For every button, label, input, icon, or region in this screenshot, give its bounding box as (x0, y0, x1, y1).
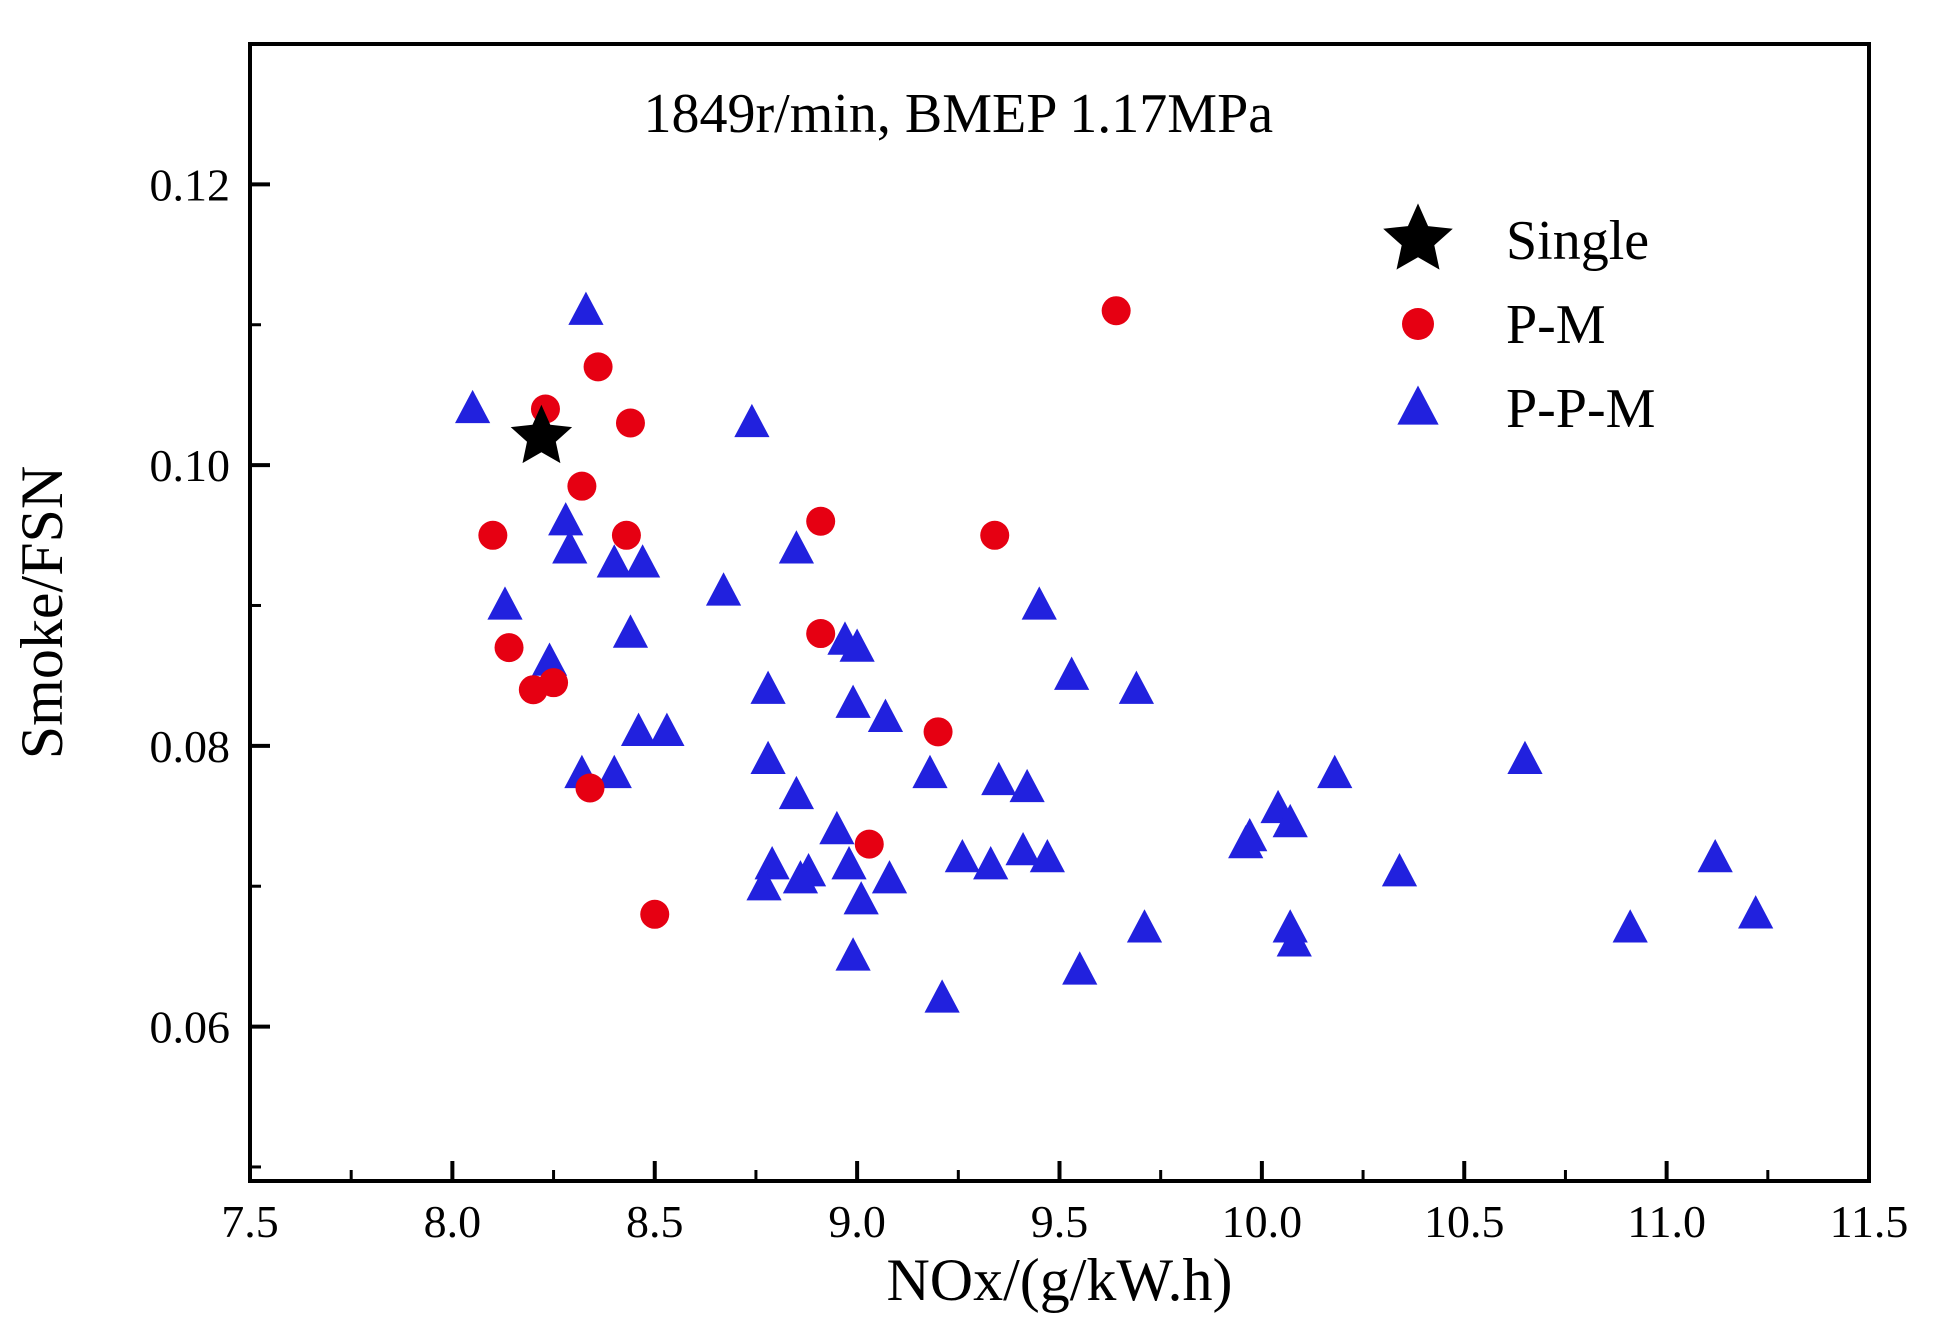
data-point-circle (923, 717, 953, 747)
data-point-triangle (912, 754, 948, 789)
data-point-triangle (1228, 824, 1264, 859)
data-point-triangle (1118, 670, 1155, 704)
data-point-circle (575, 773, 605, 803)
data-point-star (1383, 203, 1453, 270)
data-point-triangle (1029, 839, 1065, 873)
data-point-triangle (924, 979, 960, 1013)
data-point-circle (539, 668, 569, 698)
data-point-triangle (612, 614, 649, 648)
data-point-circle (640, 899, 670, 929)
data-point-triangle (1062, 951, 1098, 985)
data-point-circle (1402, 308, 1434, 340)
x-tick-label: 10.5 (1424, 1196, 1505, 1247)
x-tick-label: 7.5 (221, 1196, 279, 1247)
legend-label-P-P-M: P-P-M (1506, 378, 1655, 440)
data-point-triangle (548, 502, 584, 536)
data-point-triangle (734, 403, 770, 438)
data-point-triangle (750, 670, 786, 704)
data-point-triangle (649, 712, 685, 746)
x-tick-label: 11.0 (1627, 1196, 1706, 1247)
data-point-triangle (1005, 831, 1041, 866)
data-point-triangle (944, 839, 980, 873)
y-axis: 0.06 0.08 0.10 0.12 (150, 42, 270, 1169)
data-point-triangle (705, 572, 742, 606)
y-tick-label: 0.10 (150, 440, 231, 491)
data-point-triangle (819, 810, 855, 845)
data-point-circle (980, 520, 1010, 550)
data-point-triangle (455, 389, 491, 424)
data-point-triangle (981, 761, 1017, 796)
x-tick-label: 9.0 (828, 1196, 886, 1247)
data-point-triangle (778, 530, 815, 564)
data-point-triangle (754, 846, 790, 880)
data-point-triangle (973, 846, 1009, 880)
data-point-star (510, 404, 573, 464)
data-point-triangle (1507, 740, 1543, 775)
data-point-triangle (620, 712, 657, 746)
y-tick-label: 0.08 (150, 721, 231, 772)
y-tick-label: 0.06 (150, 1002, 231, 1053)
data-point-triangle (1697, 839, 1733, 873)
data-point-triangle (831, 846, 867, 880)
x-tick-label: 10.0 (1222, 1196, 1303, 1247)
data-point-triangle (871, 860, 908, 894)
data-point-circle (806, 619, 836, 649)
data-point-triangle (835, 937, 871, 971)
data-point-triangle (867, 698, 904, 732)
legend-label-Single: Single (1506, 210, 1649, 272)
data-point-triangle (835, 684, 871, 718)
legend: Single P-M P-P-M (1383, 203, 1655, 440)
data-point-triangle (1738, 895, 1774, 929)
data-point-circle (806, 506, 836, 536)
series-P-M (478, 296, 1131, 929)
data-point-triangle (487, 586, 523, 620)
data-point-triangle (531, 642, 568, 676)
data-point-triangle (1272, 803, 1308, 838)
data-point-triangle (1612, 909, 1648, 943)
data-point-circle (478, 520, 508, 550)
data-point-triangle (778, 775, 815, 810)
chart-title: 1849r/min, BMEP 1.17MPa (644, 83, 1274, 145)
data-point-triangle (552, 530, 588, 564)
series-P-P-M (455, 291, 1774, 1013)
data-point-triangle (596, 544, 632, 578)
data-point-triangle (746, 867, 782, 901)
y-tick-label: 0.12 (150, 159, 231, 210)
data-point-circle (854, 829, 884, 859)
series-Single (510, 404, 573, 464)
series-layer (455, 291, 1774, 1013)
y-axis-label: Smoke/FSN (9, 466, 75, 759)
x-axis: 7.5 8.0 8.5 9.0 9.5 10.0 10.5 11.0 11.5 (221, 1161, 1908, 1247)
data-point-triangle (596, 754, 632, 789)
data-point-triangle (1397, 385, 1439, 425)
x-tick-label: 8.5 (626, 1196, 684, 1247)
legend-label-P-M: P-M (1506, 294, 1606, 356)
data-point-triangle (839, 628, 875, 662)
data-point-triangle (1276, 923, 1312, 957)
x-tick-label: 9.5 (1031, 1196, 1089, 1247)
data-point-triangle (1317, 754, 1353, 789)
data-point-triangle (782, 860, 819, 894)
data-point-triangle (1126, 909, 1163, 943)
data-point-triangle (624, 544, 661, 578)
data-point-circle (494, 633, 524, 663)
data-point-triangle (568, 291, 604, 325)
data-point-circle (615, 408, 645, 438)
data-point-triangle (1009, 768, 1045, 803)
x-axis-label: NOx/(g/kW.h) (886, 1247, 1232, 1313)
x-tick-label: 8.0 (424, 1196, 482, 1247)
data-point-circle (583, 352, 613, 382)
data-point-triangle (1054, 656, 1090, 690)
data-point-circle (567, 471, 597, 501)
data-point-triangle (843, 881, 879, 915)
data-point-triangle (1021, 586, 1057, 620)
data-point-triangle (1381, 853, 1418, 887)
data-point-circle (1101, 296, 1131, 326)
x-tick-label: 11.5 (1830, 1196, 1909, 1247)
data-point-triangle (750, 740, 786, 775)
data-point-circle (611, 520, 641, 550)
